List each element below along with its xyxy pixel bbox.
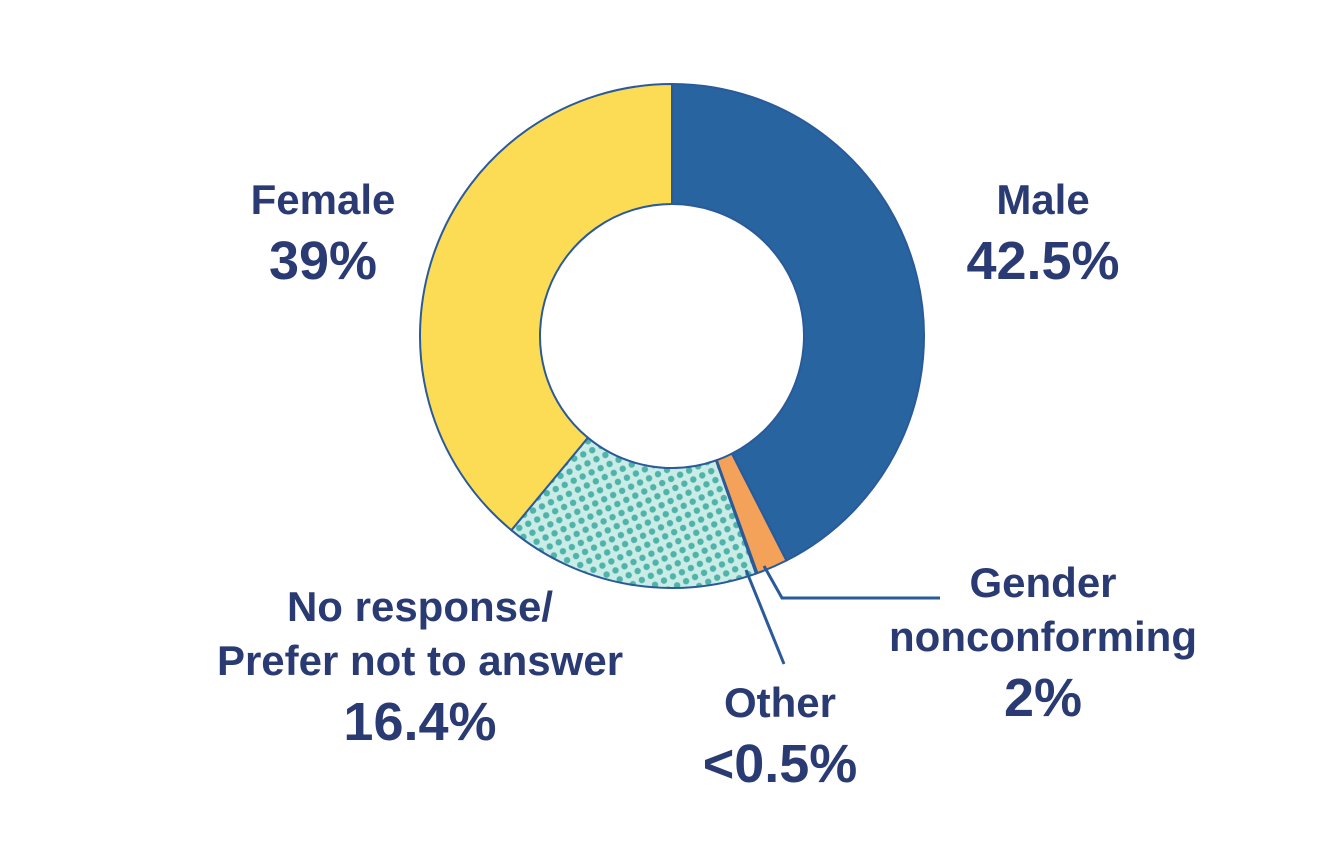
category-label: No response/ Prefer not to answer	[216, 583, 624, 684]
value-label: 42.5%	[966, 231, 1120, 291]
value-label: <0.5%	[702, 734, 858, 794]
value-label: 39%	[268, 231, 378, 291]
slice-label: Male 42.5%	[966, 173, 1119, 295]
slice-label: Other <0.5%	[703, 676, 858, 798]
slice-label: No response/ Prefer not to answer 16.4%	[217, 580, 623, 756]
value-label: 2%	[1003, 668, 1083, 728]
slice	[419, 82, 673, 532]
value-label: 16.4%	[343, 692, 497, 752]
category-label: Other	[723, 679, 836, 726]
donut	[419, 82, 926, 589]
leader-line	[762, 565, 940, 600]
leader-line	[744, 569, 786, 665]
category-label: Gender nonconforming	[889, 559, 1197, 660]
category-label: Male	[996, 176, 1090, 223]
slice	[671, 82, 926, 562]
category-label: Female	[250, 176, 396, 223]
slice-label: Female 39%	[251, 173, 396, 295]
slice-label: Gender nonconforming 2%	[889, 556, 1197, 732]
slice	[509, 436, 758, 589]
